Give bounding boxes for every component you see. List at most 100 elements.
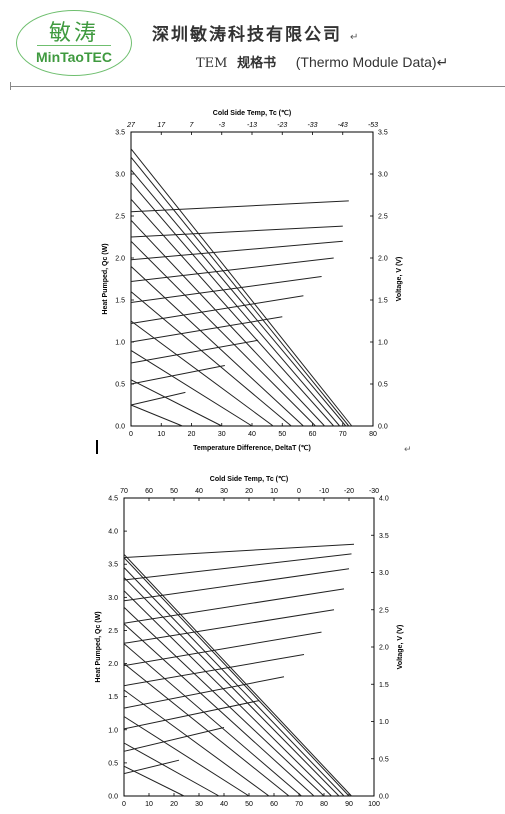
spec-chinese-label: 规格书 xyxy=(237,56,277,71)
header-rule-corner xyxy=(10,82,11,90)
top-tick-label: -30 xyxy=(369,488,379,495)
heat-pumped-line xyxy=(130,169,347,427)
y2-tick-label: 0.0 xyxy=(378,424,388,431)
document-header: 敏涛 MinTaoTEC 深圳敏涛科技有限公司 ↵ TEM 规格书 (Thermo… xyxy=(0,0,505,90)
x-tick-label: 10 xyxy=(157,431,165,438)
y-tick-label: 1.5 xyxy=(108,694,118,701)
x-tick-label: 20 xyxy=(170,801,178,808)
heat-pumped-line xyxy=(130,156,350,427)
x-tick-label: 10 xyxy=(145,801,153,808)
voltage-line xyxy=(130,391,186,406)
x-tick-label: 90 xyxy=(345,801,353,808)
heat-pumped-line xyxy=(130,379,223,427)
x-tick-label: 70 xyxy=(295,801,303,808)
y2-tick-label: 0.5 xyxy=(378,382,388,389)
heat-pumped-line xyxy=(123,689,270,797)
y2-tick-label: 3.5 xyxy=(379,533,389,540)
heat-pumped-line xyxy=(130,182,341,427)
y-tick-label: 0.5 xyxy=(108,760,118,767)
heat-pumped-line xyxy=(123,742,220,797)
voltage-line xyxy=(123,654,305,687)
chart-1-svg: 0 10 20 30 40 50 60 70 80 27 17 7 -3 -13 -23 -33 -43 -53 0… xyxy=(102,109,403,452)
top-tick-label: -20 xyxy=(344,488,354,495)
voltage-line xyxy=(123,588,345,624)
y2-tick-label: 3.0 xyxy=(378,172,388,179)
heat-pumped-line xyxy=(123,567,345,797)
x-tick-label: 50 xyxy=(245,801,253,808)
logo-english-text: MinTaoTEC xyxy=(36,49,112,65)
top-axis-label: Cold Side Temp, Tc (℃) xyxy=(210,475,288,483)
y2-tick-label: 2.0 xyxy=(379,645,389,652)
y-tick-label: 0.5 xyxy=(115,382,125,389)
performance-chart-2: 0 10 20 30 40 50 60 70 80 90 100 70 60 50 40 30 20 10 0 -10… xyxy=(0,466,505,814)
heat-pumped-line xyxy=(123,716,250,797)
y2-tick-label: 3.5 xyxy=(378,130,388,137)
voltage-line xyxy=(123,700,260,730)
y-tick-label: 1.0 xyxy=(108,727,118,734)
y-tick-label: 2.5 xyxy=(115,214,125,221)
heat-pumped-line xyxy=(123,557,350,797)
top-tick-label: 27 xyxy=(126,122,136,129)
y-axis-label-left: Heat Pumped, Qc (W) xyxy=(102,243,109,314)
top-tick-label: 60 xyxy=(145,488,153,495)
voltage-line xyxy=(123,676,285,709)
top-tick-label: -13 xyxy=(247,122,257,129)
y2-tick-label: 1.5 xyxy=(379,682,389,689)
paragraph-mark: ↵ xyxy=(350,32,361,43)
x-tick-label: 70 xyxy=(339,431,347,438)
voltage-line xyxy=(123,759,180,775)
x-tick-label: 100 xyxy=(368,801,380,808)
top-tick-label: 7 xyxy=(190,122,195,129)
heat-pumped-line xyxy=(130,240,316,427)
x-tick-label: 0 xyxy=(122,801,126,808)
heat-pumped-line xyxy=(123,643,302,797)
y-tick-label: 4.0 xyxy=(108,529,118,536)
top-tick-label: 40 xyxy=(195,488,203,495)
top-tick-label: 50 xyxy=(170,488,178,495)
y-tick-label: 1.5 xyxy=(115,298,125,305)
heat-pumped-line xyxy=(130,291,292,427)
x-tick-label: 80 xyxy=(320,801,328,808)
heat-pumped-line xyxy=(130,404,183,427)
x-tick-label: 80 xyxy=(369,431,377,438)
x-tick-label: 30 xyxy=(218,431,226,438)
top-axis-label: Cold Side Temp, Tc (℃) xyxy=(213,109,291,117)
y-axis-label-right: Voltage, V (V) xyxy=(396,257,403,302)
x-tick-label: 30 xyxy=(195,801,203,808)
voltage-line xyxy=(123,631,322,667)
top-tick-label: 10 xyxy=(270,488,278,495)
logo-chinese-text: 敏涛 xyxy=(48,21,99,46)
y-tick-label: 3.0 xyxy=(108,595,118,602)
y2-tick-label: 2.5 xyxy=(379,607,389,614)
y-tick-label: 4.5 xyxy=(108,496,118,503)
company-logo: 敏涛 MinTaoTEC xyxy=(16,10,132,76)
voltage-line xyxy=(130,257,334,282)
logo-divider xyxy=(37,45,111,46)
heat-pumped-line xyxy=(123,765,185,797)
x-tick-label: 60 xyxy=(270,801,278,808)
header-rule xyxy=(10,86,505,87)
spec-tem-label: TEM xyxy=(196,56,228,71)
voltage-line xyxy=(130,225,343,238)
heat-pumped-line xyxy=(123,663,290,797)
top-tick-label: 70 xyxy=(120,488,128,495)
heat-pumped-line xyxy=(130,219,325,427)
heat-pumped-line xyxy=(130,320,274,427)
company-name: 深圳敏涛科技有限公司 ↵ xyxy=(152,20,360,45)
y2-tick-label: 4.0 xyxy=(379,496,389,503)
top-tick-label: -53 xyxy=(368,122,378,129)
y2-tick-label: 1.0 xyxy=(379,719,389,726)
top-tick-label: -43 xyxy=(338,122,348,129)
y-tick-label: 1.0 xyxy=(115,340,125,347)
spec-title: TEM 规格书 (Thermo Module Data)↵ xyxy=(196,52,448,71)
voltage-line xyxy=(123,727,225,752)
heat-pumped-line xyxy=(130,198,335,427)
x-tick-label: 20 xyxy=(188,431,196,438)
voltage-line xyxy=(130,295,304,324)
company-name-text: 深圳敏涛科技有限公司 xyxy=(152,25,342,45)
y2-tick-label: 2.5 xyxy=(378,214,388,221)
voltage-line xyxy=(123,543,355,559)
voltage-line xyxy=(123,553,352,581)
y-tick-label: 2.0 xyxy=(115,256,125,263)
y2-tick-label: 3.0 xyxy=(379,570,389,577)
